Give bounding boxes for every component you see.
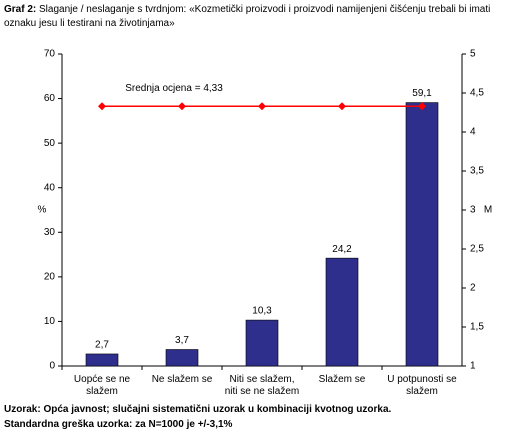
y-tick-label: 50 xyxy=(44,138,56,149)
y2-tick-label: 5 xyxy=(470,49,476,60)
x-tick-label: Ne slažem se xyxy=(151,374,213,385)
y2-tick-label: 2 xyxy=(470,283,476,294)
x-tick-label: Niti se slažem, niti se ne slažem xyxy=(224,374,300,397)
bar xyxy=(85,353,119,367)
y-tick-label: 0 xyxy=(49,361,55,372)
x-tick-label: Uopće se ne slažem xyxy=(73,374,131,397)
line-marker xyxy=(98,102,106,111)
footnote: Standardna greška uzorka: za N=1000 je +… xyxy=(4,419,233,430)
x-tick-label: Slažem se xyxy=(318,374,366,385)
title-text: Slaganje / neslaganje s tvrdnjom: «Kozme… xyxy=(4,4,491,29)
value-label: 3,7 xyxy=(175,335,189,346)
y2-tick-label: 4 xyxy=(470,127,476,138)
title: Graf 2: Slaganje / neslaganje s tvrdnjom… xyxy=(4,3,504,31)
line-marker xyxy=(338,102,346,111)
y-tick-label: 60 xyxy=(44,93,56,104)
footnote: Uzorak: Opća javnost; slučajni sistemati… xyxy=(4,404,392,415)
line-marker xyxy=(258,102,266,111)
y-tick-label: 20 xyxy=(44,271,56,282)
y-axis-label: % xyxy=(38,205,47,216)
value-label: 24,2 xyxy=(332,244,352,255)
y2-axis-label: M xyxy=(484,205,492,216)
line-marker xyxy=(418,102,426,111)
y2-tick-label: 1 xyxy=(470,361,476,372)
y2-tick-label: 1,5 xyxy=(470,322,484,333)
y2-tick-label: 3 xyxy=(470,205,476,216)
bar xyxy=(405,102,439,367)
line-label: Srednja ocjena = 4,33 xyxy=(125,83,223,94)
bar xyxy=(325,257,359,367)
value-label: 59,1 xyxy=(412,88,432,99)
title-label: Graf 2: xyxy=(4,4,37,15)
y-tick-label: 10 xyxy=(44,316,56,327)
bar xyxy=(165,349,199,367)
y2-tick-label: 3,5 xyxy=(470,166,484,177)
value-label: 2,7 xyxy=(95,340,109,351)
y2-tick-label: 4,5 xyxy=(470,88,484,99)
y-tick-label: 70 xyxy=(44,49,56,60)
y2-tick-label: 2,5 xyxy=(470,244,484,255)
bar xyxy=(245,319,279,367)
y-tick-label: 30 xyxy=(44,227,56,238)
line-marker xyxy=(178,102,186,111)
value-label: 10,3 xyxy=(252,306,272,317)
y-tick-label: 40 xyxy=(44,182,56,193)
x-tick-label: U potpunosti se slažem xyxy=(387,374,457,397)
